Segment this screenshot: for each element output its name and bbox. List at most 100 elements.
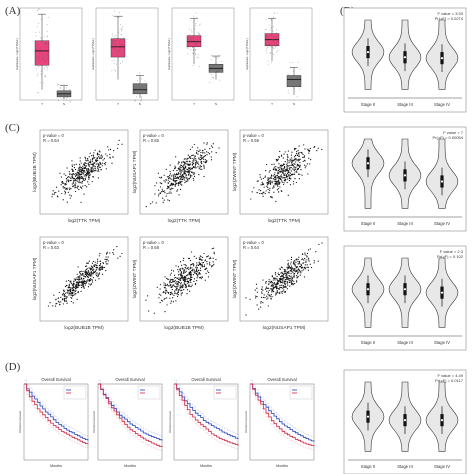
scatter-point <box>295 261 297 263</box>
scatter-point <box>203 161 205 163</box>
scatter-point <box>179 288 181 290</box>
scatter-point <box>73 278 76 280</box>
scatter-point <box>294 171 296 173</box>
box-point <box>122 53 123 55</box>
scatter-point <box>66 285 68 287</box>
scatter-point <box>273 180 275 182</box>
scatter-point <box>58 291 60 294</box>
scatter-point <box>90 163 92 165</box>
box <box>34 40 50 66</box>
y-axis-label: Expression - log2 (TPM+1) <box>91 38 95 69</box>
scatter-point <box>160 177 162 179</box>
box-point <box>139 87 141 89</box>
scatter-point <box>279 186 281 188</box>
scatter-point <box>176 285 178 287</box>
scatter-point <box>174 286 177 288</box>
scatter-point <box>147 295 149 297</box>
box-point <box>194 50 196 52</box>
scatter-point <box>271 291 273 293</box>
survival-y-label: Percent survival <box>18 411 22 433</box>
scatter-point <box>286 158 288 160</box>
scatter-point <box>180 271 182 274</box>
scatter-point <box>179 170 181 172</box>
scatter-point <box>79 178 81 180</box>
scatter-point <box>174 281 176 283</box>
box-point <box>269 53 271 54</box>
scatter-point <box>104 266 106 269</box>
scatter-point <box>84 167 86 170</box>
scatter-point <box>57 196 59 198</box>
scatter-point <box>195 282 197 285</box>
scatter-point <box>276 278 278 280</box>
scatter-point <box>67 187 69 189</box>
scatter-point <box>172 187 174 190</box>
box-point <box>188 45 190 47</box>
scatter-point <box>274 184 276 186</box>
scatter-point <box>161 191 163 193</box>
scatter-point <box>59 304 61 306</box>
box-point <box>111 32 113 34</box>
scatter-point <box>78 284 80 287</box>
scatter-point <box>170 192 172 194</box>
box-point <box>198 24 200 26</box>
scatter-point <box>85 282 87 284</box>
scatter-point <box>61 192 63 195</box>
scatter-point <box>307 173 309 175</box>
scatter-point <box>79 173 81 175</box>
box-point <box>113 48 115 49</box>
survival-ci-band <box>98 387 163 451</box>
scatter-point <box>267 186 269 188</box>
scatter-point <box>166 176 168 178</box>
scatter-point <box>105 153 107 155</box>
box-point <box>265 37 267 39</box>
scatter-point <box>88 267 90 269</box>
box-point <box>118 51 120 53</box>
scatter-point <box>80 290 82 292</box>
scatter-point <box>283 168 285 170</box>
box-point <box>37 92 39 93</box>
scatter-point <box>306 264 308 266</box>
scatter-point <box>271 182 273 184</box>
scatter-point <box>71 160 73 162</box>
scatter-point <box>65 297 67 299</box>
box-point <box>193 39 195 41</box>
scatter-point <box>280 266 283 268</box>
scatter-point <box>273 186 275 188</box>
scatter-p-value: p-value = 0 <box>243 240 265 245</box>
scatter-point <box>213 263 215 266</box>
box-point <box>211 54 213 56</box>
box-point <box>119 40 121 42</box>
scatter-point <box>186 180 188 183</box>
scatter-r-value: R = 0.63 <box>43 245 60 250</box>
scatter-point <box>304 268 307 270</box>
box-point <box>41 55 43 57</box>
scatter-point <box>169 173 172 175</box>
scatter-point <box>164 283 166 285</box>
box-point <box>198 66 200 68</box>
box-point <box>122 44 124 46</box>
scatter-point <box>256 192 258 194</box>
scatter-point <box>277 273 280 276</box>
scatter-point <box>283 166 286 169</box>
scatter-point <box>279 166 281 168</box>
scatter-point <box>294 147 296 149</box>
scatter-point <box>74 184 76 186</box>
scatter-point <box>212 265 214 267</box>
scatter-point <box>86 170 89 172</box>
scatter-point <box>209 256 211 258</box>
x-tick-label: N <box>215 102 217 106</box>
scatter-point <box>284 165 286 168</box>
box-point <box>195 54 197 56</box>
scatter-point <box>190 251 193 253</box>
box-point <box>265 38 267 40</box>
scatter-point <box>84 162 86 164</box>
scatter-point <box>160 182 162 184</box>
scatter-point <box>299 161 301 164</box>
scatter-point <box>308 257 310 259</box>
scatter-point <box>95 268 97 270</box>
scatter-point <box>317 147 319 149</box>
scatter-point <box>313 260 315 262</box>
box-point <box>117 17 119 19</box>
scatter-point <box>201 259 203 261</box>
scatter-point <box>256 291 258 293</box>
